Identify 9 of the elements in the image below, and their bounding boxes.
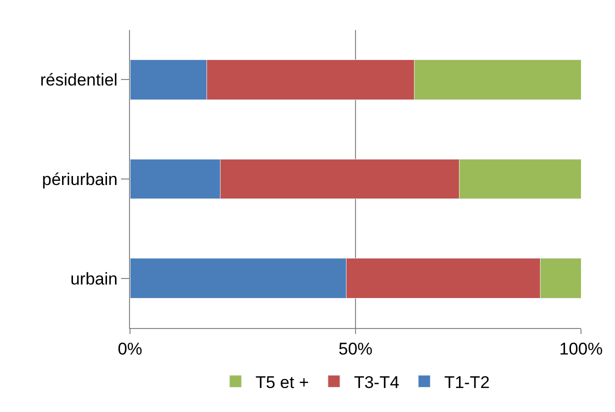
y-tick-label: périurbain <box>42 170 118 189</box>
x-tick-label: 100% <box>559 339 603 358</box>
legend-label: T5 et + <box>256 372 309 392</box>
x-tick-label: 0% <box>118 339 142 358</box>
legend-label: T3-T4 <box>354 372 400 392</box>
legend-label: T1-T2 <box>444 372 490 392</box>
x-tick-label: 50% <box>338 339 373 358</box>
y-tick-label: résidentiel <box>40 70 118 90</box>
y-tick-label: urbain <box>70 269 118 288</box>
